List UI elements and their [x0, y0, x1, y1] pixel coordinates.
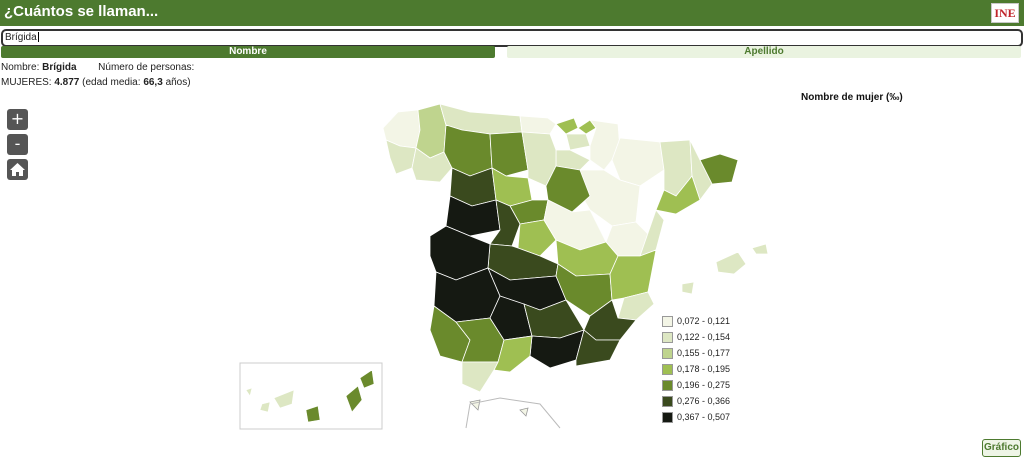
legend-item: 0,276 - 0,366 — [662, 393, 730, 409]
tab-nombre[interactable]: Nombre — [1, 46, 495, 58]
home-button[interactable] — [7, 159, 28, 180]
legend-swatch — [662, 411, 673, 423]
name-info-line: Nombre: Brígida Número de personas: — [1, 62, 194, 73]
north-africa-coast — [465, 397, 561, 429]
canarias-inset-frame — [239, 362, 383, 430]
legend-label: 0,178 - 0,195 — [677, 364, 731, 374]
legend-swatch — [662, 315, 673, 327]
legend-label: 0,072 - 0,121 — [677, 316, 731, 326]
province-bizkaia[interactable] — [555, 117, 579, 135]
personas-label: Número de personas: — [98, 62, 195, 73]
province-ceuta-melilla[interactable] — [469, 399, 529, 417]
legend-label: 0,367 - 0,507 — [677, 412, 731, 422]
women-info-line: MUJERES: 4.877 (edad media: 66,3 años) — [1, 77, 191, 88]
province-cadiz[interactable] — [461, 361, 499, 393]
province-almeria[interactable] — [575, 329, 621, 367]
province-palencia[interactable] — [489, 131, 529, 177]
nombre-label: Nombre: — [1, 62, 40, 73]
map-legend: 0,072 - 0,121 0,122 - 0,154 0,155 - 0,177 0… — [662, 313, 730, 425]
province-illes-balears[interactable] — [681, 243, 769, 295]
home-icon — [10, 163, 25, 176]
ine-logo[interactable]: INE — [991, 3, 1019, 23]
legend-swatch — [662, 395, 673, 407]
edad-prefix: (edad media: — [82, 77, 141, 88]
province-las-palmas[interactable] — [305, 369, 375, 423]
province-valencia[interactable] — [609, 249, 657, 301]
map-title: Nombre de mujer (‰) — [801, 92, 903, 103]
legend-label: 0,196 - 0,275 — [677, 380, 731, 390]
province-alicante[interactable] — [617, 291, 655, 321]
edad-suffix: años) — [165, 77, 191, 88]
search-value: Brígida — [5, 32, 37, 43]
province-santa-cruz-de-tenerife[interactable] — [245, 387, 295, 413]
legend-swatch — [662, 331, 673, 343]
zoom-out-button[interactable]: - — [7, 134, 28, 155]
legend-item: 0,367 - 0,507 — [662, 409, 730, 425]
province-huesca[interactable] — [611, 137, 665, 187]
legend-swatch — [662, 379, 673, 391]
legend-item: 0,072 - 0,121 — [662, 313, 730, 329]
legend-label: 0,276 - 0,366 — [677, 396, 731, 406]
legend-item: 0,196 - 0,275 — [662, 377, 730, 393]
province-cantabria[interactable] — [519, 115, 557, 135]
province-alava[interactable] — [565, 133, 591, 151]
legend-label: 0,122 - 0,154 — [677, 332, 731, 342]
province-barcelona[interactable] — [689, 139, 713, 201]
app-title: ¿Cuántos se llaman... — [4, 3, 159, 20]
legend-swatch — [662, 363, 673, 375]
legend-label: 0,155 - 0,177 — [677, 348, 731, 358]
legend-swatch — [662, 347, 673, 359]
app-header: ¿Cuántos se llaman... INE — [0, 0, 1024, 26]
zoom-in-button[interactable]: + — [7, 109, 28, 130]
legend-item: 0,155 - 0,177 — [662, 345, 730, 361]
text-cursor — [37, 32, 39, 43]
legend-item: 0,178 - 0,195 — [662, 361, 730, 377]
province-lugo[interactable] — [415, 103, 447, 159]
mujeres-count: 4.877 — [54, 77, 80, 88]
legend-item: 0,122 - 0,154 — [662, 329, 730, 345]
province-madrid[interactable] — [517, 219, 557, 257]
tab-apellido[interactable]: Apellido — [507, 46, 1021, 58]
edad-media: 66,3 — [143, 77, 163, 88]
mujeres-label: MUJERES: — [1, 77, 52, 88]
nombre-value: Brígida — [42, 62, 77, 73]
grafico-button[interactable]: Gráfico — [982, 439, 1021, 457]
